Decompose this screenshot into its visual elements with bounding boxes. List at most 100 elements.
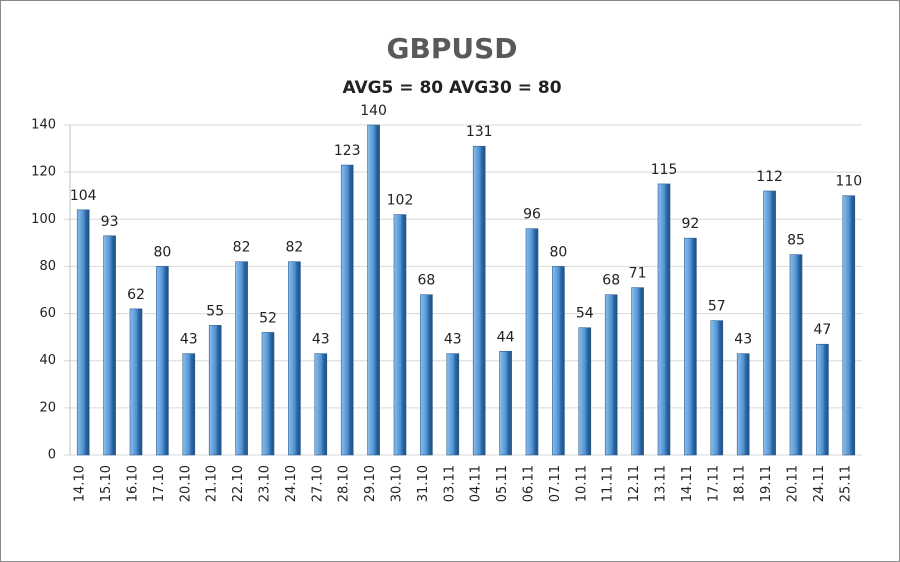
bar <box>736 353 750 456</box>
x-tick-label: 28.10 <box>337 465 352 502</box>
data-label: 55 <box>206 303 224 319</box>
chart-title: GBPUSD <box>387 32 518 65</box>
x-tick-label: 14.11 <box>680 465 695 502</box>
x-tick-label: 21.10 <box>205 465 220 502</box>
data-label: 47 <box>813 322 831 338</box>
bar <box>261 332 275 456</box>
bar <box>816 343 829 456</box>
x-tick-label: 20.11 <box>786 465 801 502</box>
data-label: 43 <box>734 332 752 348</box>
bar <box>129 308 143 456</box>
x-tick-label: 06.11 <box>522 465 537 502</box>
data-label: 82 <box>233 240 251 256</box>
x-tick-label: 19.11 <box>759 465 774 502</box>
x-tick-label: 18.11 <box>733 465 748 502</box>
y-tick-label: 60 <box>39 306 56 321</box>
bar <box>525 228 539 456</box>
bar <box>156 266 169 456</box>
y-tick-label: 120 <box>31 165 56 180</box>
bar <box>763 190 776 456</box>
data-label: 102 <box>387 193 414 209</box>
x-tick-label: 16.10 <box>126 465 141 502</box>
data-label: 62 <box>127 287 145 303</box>
data-label: 110 <box>835 174 862 190</box>
bar <box>789 254 803 456</box>
data-label: 104 <box>70 188 97 204</box>
x-tick-label: 04.11 <box>469 465 484 502</box>
bar <box>631 287 644 456</box>
bar <box>578 327 592 456</box>
x-tick-label: 24.11 <box>812 465 827 502</box>
x-tick-label: 20.10 <box>178 465 193 502</box>
data-label: 112 <box>756 169 783 185</box>
bar <box>552 266 565 456</box>
bar <box>76 209 90 456</box>
data-label: 57 <box>708 299 726 315</box>
x-tick-label: 13.11 <box>654 465 669 502</box>
bar <box>288 261 301 456</box>
bar <box>710 320 724 456</box>
x-tick-label: 03.11 <box>442 465 457 502</box>
bar <box>684 237 697 456</box>
data-label: 82 <box>285 240 303 256</box>
bar <box>842 195 856 456</box>
x-tick-label: 17.10 <box>152 465 167 502</box>
data-label: 140 <box>360 103 387 119</box>
y-tick-label: 20 <box>39 400 56 415</box>
x-tick-label: 12.11 <box>627 465 642 502</box>
data-label: 71 <box>629 266 647 282</box>
data-label: 85 <box>787 233 805 249</box>
x-tick-label: 17.11 <box>706 465 721 502</box>
x-tick-label: 22.10 <box>231 465 246 502</box>
y-tick-label: 100 <box>31 212 56 227</box>
bar <box>393 214 407 456</box>
x-tick-label: 24.10 <box>284 465 299 502</box>
data-label: 68 <box>602 273 620 289</box>
data-label: 43 <box>444 332 462 348</box>
data-label: 44 <box>497 329 515 345</box>
bar <box>499 350 512 456</box>
bar <box>420 294 433 456</box>
x-tick-label: 27.10 <box>310 465 325 502</box>
data-label: 93 <box>101 214 119 230</box>
x-tick-label: 10.11 <box>574 465 589 502</box>
x-tick-label: 29.10 <box>363 465 378 502</box>
bar <box>182 353 196 456</box>
x-tick-label: 31.10 <box>416 465 431 502</box>
bar <box>604 294 618 456</box>
data-label: 80 <box>153 244 171 260</box>
y-tick-label: 40 <box>39 353 56 368</box>
y-tick-label: 140 <box>31 118 56 133</box>
x-tick-label: 23.10 <box>258 465 273 502</box>
data-label: 68 <box>417 273 435 289</box>
data-label: 80 <box>549 244 567 260</box>
y-tick-label: 0 <box>48 448 56 463</box>
bar <box>340 164 354 456</box>
bar <box>235 261 248 456</box>
x-tick-label: 05.11 <box>495 465 510 502</box>
bar <box>208 325 222 456</box>
data-label: 115 <box>651 162 678 178</box>
chart-subtitle: AVG5 = 80 AVG30 = 80 <box>342 78 561 98</box>
bar <box>446 353 460 456</box>
bar <box>314 353 328 456</box>
data-label: 123 <box>334 143 361 159</box>
bar <box>657 183 671 456</box>
data-label: 96 <box>523 207 541 223</box>
x-tick-label: 15.10 <box>99 465 114 502</box>
data-label: 43 <box>180 332 198 348</box>
x-tick-label: 14.10 <box>73 465 88 502</box>
x-tick-label: 25.11 <box>838 465 853 502</box>
x-tick-label: 30.10 <box>390 465 405 502</box>
data-label: 92 <box>681 216 699 232</box>
data-label: 52 <box>259 310 277 326</box>
bar <box>472 145 486 456</box>
bar <box>367 124 380 456</box>
x-tick-label: 11.11 <box>601 465 616 502</box>
bar <box>103 235 116 456</box>
y-tick-label: 80 <box>39 259 56 274</box>
x-tick-label: 07.11 <box>548 465 563 502</box>
data-label: 131 <box>466 124 493 140</box>
